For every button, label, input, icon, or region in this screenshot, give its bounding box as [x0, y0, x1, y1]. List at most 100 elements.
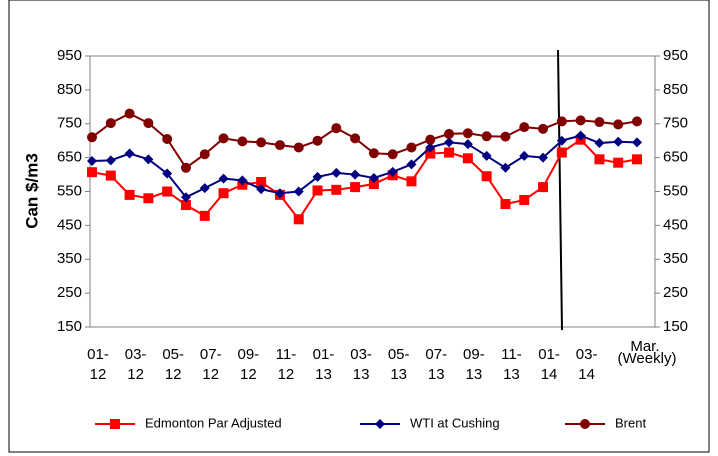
marker [237, 136, 248, 147]
marker [256, 177, 267, 188]
y-tick-label: 750 [57, 115, 82, 132]
marker [425, 148, 436, 159]
marker [481, 171, 492, 182]
marker [110, 419, 120, 429]
marker [87, 156, 97, 167]
x-tick-label: 01-12 [87, 346, 109, 383]
marker [594, 117, 605, 128]
marker [556, 116, 567, 127]
marker [613, 136, 624, 147]
y-tick-label: 350 [57, 250, 82, 267]
marker [594, 154, 605, 165]
marker [538, 152, 549, 163]
y-axis-label: Can $/m3 [22, 153, 41, 229]
marker [180, 192, 191, 203]
marker [538, 182, 549, 193]
marker [218, 188, 229, 199]
marker [368, 179, 379, 190]
marker [256, 137, 267, 148]
y-tick-label: 950 [57, 47, 82, 64]
marker [350, 182, 361, 193]
y-tick-label: 850 [57, 81, 82, 98]
marker [575, 130, 586, 141]
marker [519, 194, 530, 205]
marker [331, 123, 342, 134]
marker [180, 200, 191, 211]
marker [481, 150, 492, 161]
x-tick-label: 01-14 [538, 346, 560, 383]
marker [143, 154, 154, 165]
x-tick-label: 11-13 [501, 346, 522, 383]
marker [350, 169, 361, 180]
x-tick-label: 03-13 [350, 346, 372, 383]
y2-tick-label: 750 [663, 115, 688, 132]
marker [425, 142, 436, 153]
marker [293, 214, 304, 225]
x-tick-label: 03-14 [576, 346, 598, 383]
marker [462, 153, 473, 164]
marker [350, 133, 361, 144]
marker [519, 122, 530, 133]
marker [500, 199, 511, 210]
marker [162, 186, 173, 197]
legend-label: Edmonton Par Adjusted [145, 415, 282, 430]
marker [124, 148, 135, 159]
marker [613, 119, 624, 130]
y2-tick-label: 950 [663, 47, 688, 64]
divider-line [557, 49, 563, 331]
marker [312, 135, 323, 146]
y2-tick-label: 650 [663, 149, 688, 166]
series-line [91, 112, 638, 170]
marker [87, 167, 97, 178]
y2-tick-label: 350 [663, 250, 688, 267]
marker [293, 186, 304, 197]
marker [387, 166, 398, 177]
marker [387, 149, 398, 160]
marker [406, 142, 417, 153]
marker [538, 123, 549, 134]
marker [162, 168, 173, 179]
y-tick-label: 450 [57, 216, 82, 233]
marker [274, 140, 285, 151]
marker [256, 184, 267, 195]
legend-label: WTI at Cushing [410, 415, 500, 430]
marker [105, 118, 116, 129]
marker [594, 138, 605, 149]
marker [425, 134, 436, 145]
x-tick-label: 07-13 [425, 346, 447, 383]
x-tick-label: 03-12 [125, 346, 147, 383]
x-tick-label: 09-12 [238, 346, 260, 383]
marker [406, 159, 417, 170]
marker [293, 142, 304, 153]
marker [500, 131, 511, 142]
marker [375, 419, 385, 429]
marker [312, 185, 323, 196]
y-tick-label: 650 [57, 149, 82, 166]
marker [143, 193, 154, 204]
marker [632, 137, 642, 148]
y2-tick-label: 850 [663, 81, 688, 98]
marker [237, 175, 248, 186]
marker [199, 183, 210, 194]
marker [180, 162, 191, 173]
marker [632, 116, 642, 127]
marker [406, 176, 417, 187]
marker [632, 154, 642, 165]
plot-area [89, 55, 656, 328]
legend-label: Brent [615, 415, 646, 430]
marker [124, 189, 135, 200]
marker [274, 188, 285, 199]
marker [444, 147, 455, 158]
marker [162, 133, 173, 144]
marker [199, 210, 210, 221]
marker [331, 167, 342, 178]
marker [124, 108, 135, 119]
x-tick-label: 09-13 [463, 346, 485, 383]
series-line [91, 138, 638, 222]
marker [199, 149, 210, 160]
marker [105, 155, 116, 166]
marker [481, 131, 492, 142]
marker [368, 148, 379, 159]
y2-tick-label: 450 [663, 216, 688, 233]
